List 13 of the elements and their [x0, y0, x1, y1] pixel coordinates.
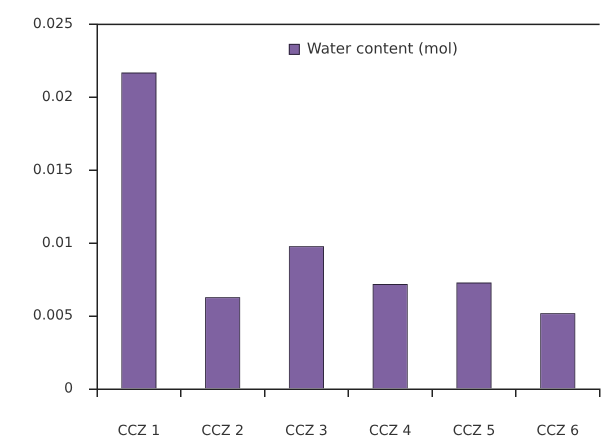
y-tick-label: 0 — [64, 380, 73, 397]
x-tick-label: CCZ 5 — [452, 423, 496, 440]
y-tick-label: 0.01 — [42, 234, 73, 251]
legend-label: Water content (mol) — [306, 39, 458, 58]
y-tick-label: 0.005 — [32, 308, 73, 324]
x-tick-label: CCZ 2 — [201, 423, 244, 440]
y-tick-label: 0.025 — [32, 16, 73, 32]
x-tick-label: CCZ 6 — [536, 423, 580, 440]
y-tick-label: 0.02 — [42, 88, 73, 105]
x-tick-label: CCZ 4 — [368, 423, 412, 440]
x-tick-label: CCZ 3 — [285, 423, 328, 440]
x-tick-label: CCZ 1 — [118, 423, 160, 440]
y-tick-label: 0.015 — [32, 162, 73, 178]
